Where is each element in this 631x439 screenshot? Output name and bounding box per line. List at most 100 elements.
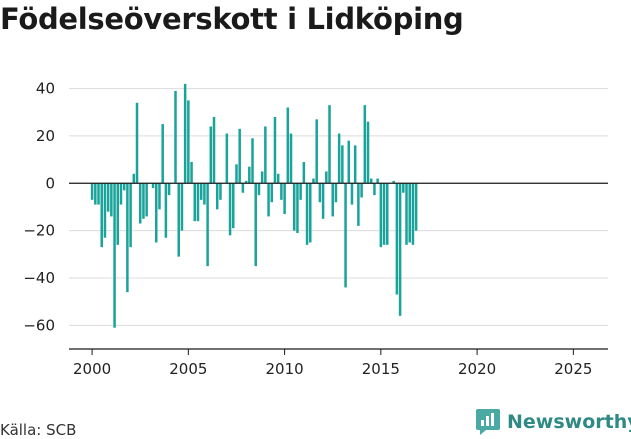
bars [90,83,418,328]
x-tick-label: 2025 [554,360,592,378]
brand-logo: Newsworthy [475,407,631,437]
bar [328,105,331,184]
bar [225,133,229,184]
bar [199,183,203,200]
bar [122,183,126,191]
bar [174,90,177,184]
bar [299,183,302,200]
bar [273,116,277,184]
bar [235,164,238,184]
bar [113,183,116,328]
bar [228,183,232,236]
bar [244,180,248,184]
bar [215,183,219,210]
y-tick-label: −60 [23,316,55,334]
bar [315,119,318,184]
bar [309,183,312,243]
bar [334,183,338,203]
bar [344,183,347,288]
bar [193,183,197,222]
bar [318,183,322,203]
bar [260,171,264,184]
bar [270,183,274,203]
bar [414,183,418,231]
bar [289,133,293,184]
bar [292,183,296,231]
y-tick-label: 0 [45,174,55,192]
y-tick-label: 20 [36,127,55,145]
source-label: Källa: SCB [0,421,77,439]
bar [386,183,389,245]
bar [254,183,257,267]
bar [251,138,254,184]
x-tick-label: 2005 [169,360,207,378]
bar [183,83,187,184]
newsworthy-logo-icon [476,409,500,435]
bar [280,183,283,200]
bar [360,183,363,198]
bar [376,178,379,184]
bar [302,161,306,184]
bar [129,183,132,248]
bar [312,178,315,184]
bar [167,183,171,196]
bar [248,166,251,184]
bar [212,116,216,184]
bar [296,183,299,233]
y-tick-label: −20 [23,222,55,240]
bar [106,183,110,212]
bar [155,183,158,243]
bar [151,183,155,189]
bar [341,145,344,184]
bar [119,183,123,205]
bar [395,183,399,295]
bar [238,128,241,184]
bar [97,183,100,205]
bar [286,107,290,184]
bar [206,183,209,267]
bar [241,183,245,193]
bar [408,183,411,243]
bar [402,183,405,193]
bar [357,183,360,226]
bar [132,173,136,184]
bar [161,124,164,184]
bar [180,183,184,231]
x-tick-labels: 2000 2005 2010 2015 2020 2025 [73,360,592,378]
bar [209,126,213,184]
bar [142,183,145,219]
bar [145,183,148,217]
bar [264,126,267,184]
bar [382,183,386,245]
bar [379,183,383,248]
bar [203,183,206,205]
bar [190,161,193,184]
bar [126,183,129,293]
bar [164,183,168,238]
bar [411,183,415,245]
bar [219,183,222,200]
bar [305,183,309,245]
bar [232,183,235,229]
grid-lines [69,88,608,326]
bar [321,183,325,219]
y-tick-label: −40 [23,269,55,287]
bar [392,180,395,184]
bar [103,183,107,238]
bar [135,102,139,184]
bar [325,171,328,184]
brand-name: Newsworthy [507,411,631,433]
y-tick-labels: 40 20 0 −20 −40 −60 [23,80,55,335]
bar [94,183,97,205]
bar [398,183,402,316]
bar [369,178,373,184]
x-tick-label: 2020 [458,360,496,378]
bar [110,183,113,217]
y-tick-label: 40 [36,80,55,98]
bar [337,133,341,184]
bar [366,121,370,184]
axes [69,182,608,355]
bar [373,183,376,196]
bar [283,183,286,215]
